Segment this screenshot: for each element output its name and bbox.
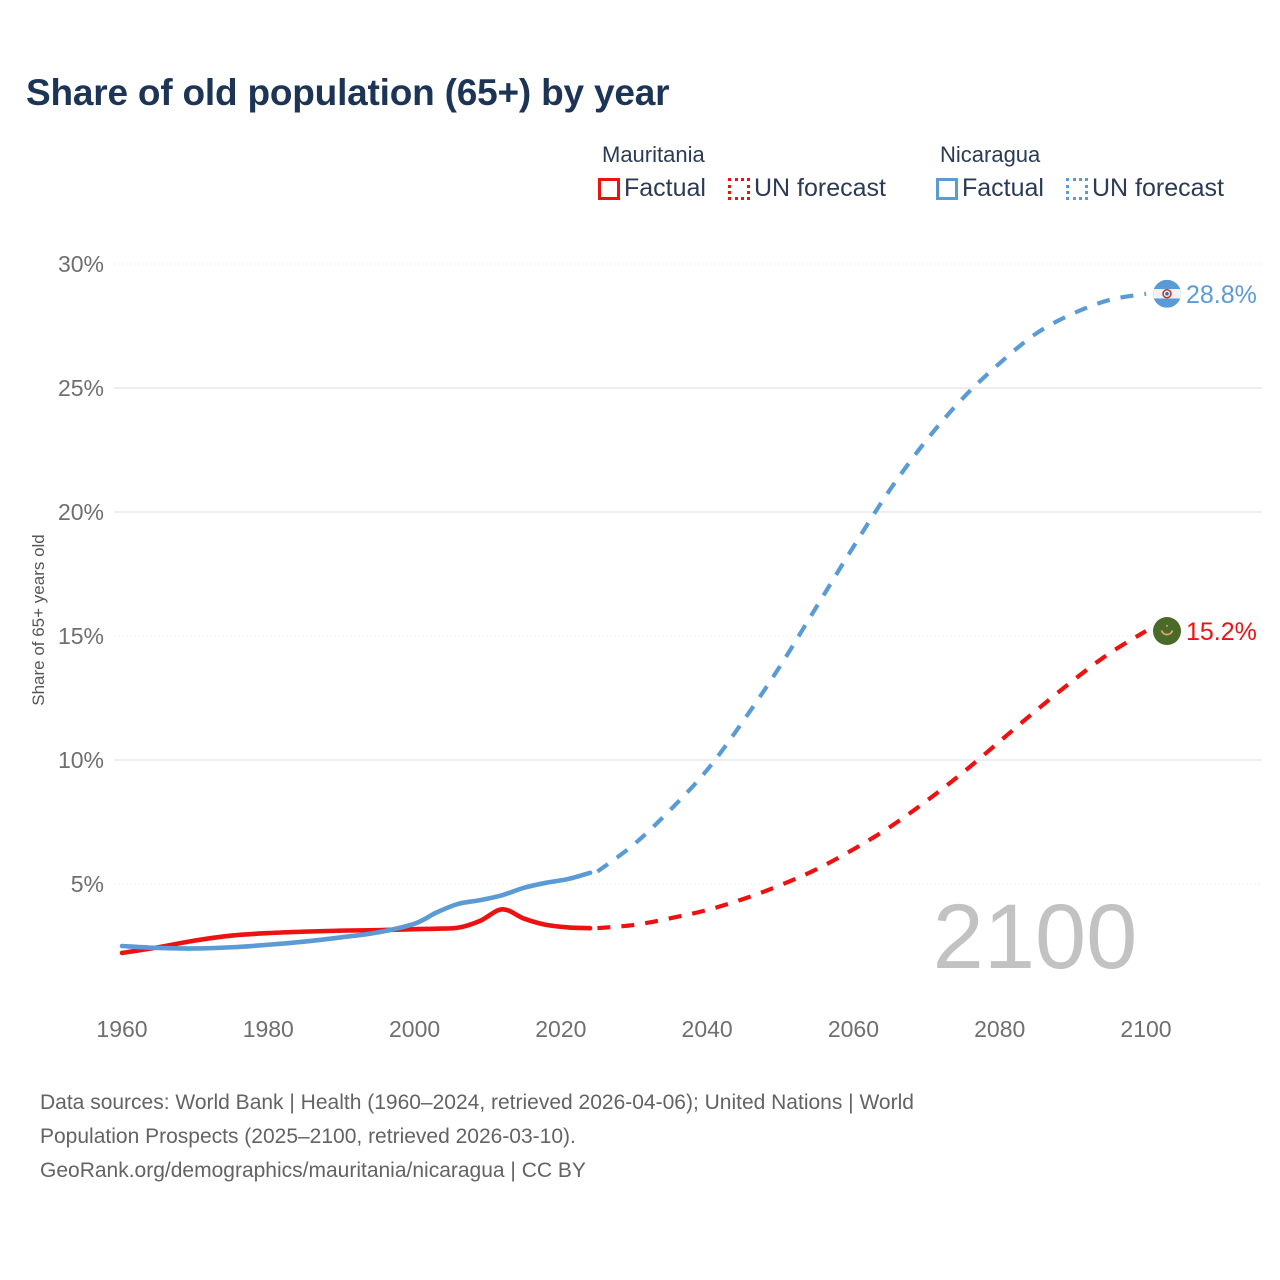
x-tick-label: 2020 <box>535 1016 586 1042</box>
legend-label-mauritania-forecast: UN forecast <box>753 174 886 202</box>
year-watermark: 2100 <box>933 886 1138 988</box>
legend-item-mauritania-forecast[interactable]: UN forecast <box>727 174 886 203</box>
y-tick-label: 30% <box>58 251 104 277</box>
legend-item-nicaragua-forecast[interactable]: UN forecast <box>1065 174 1224 203</box>
y-tick-label: 25% <box>58 375 104 401</box>
chart-footer: Data sources: World Bank | Health (1960–… <box>40 1086 1170 1188</box>
legend-label-nicaragua-factual: Factual <box>962 174 1044 202</box>
legend-item-mauritania-factual[interactable]: Factual <box>598 174 706 203</box>
legend-group-nicaragua: Nicaragua Factual UN forecast <box>936 142 1246 203</box>
line-chart: 5% 10% 15% 20% 25% 30% 1960 1980 2000 2020 2040 20… <box>29 251 1262 1042</box>
series-line-nicaragua-factual <box>119 870 593 951</box>
x-tick-label: 2060 <box>828 1016 879 1042</box>
footer-line-sources-2: Population Prospects (2025–2100, retriev… <box>40 1125 576 1148</box>
y-tick-label: 20% <box>58 499 104 525</box>
legend-swatch-dotted-icon <box>727 177 750 200</box>
legend-items-mauritania: Factual UN forecast <box>598 174 936 203</box>
x-tick-label: 2000 <box>389 1016 440 1042</box>
series-line-mauritania-forecast <box>597 629 1148 931</box>
x-tick-label: 2080 <box>974 1016 1025 1042</box>
legend-label-nicaragua-forecast: UN forecast <box>1091 174 1224 202</box>
legend-item-nicaragua-factual[interactable]: Factual <box>936 174 1044 203</box>
chart-series <box>119 291 1148 956</box>
legend-swatch-solid-icon <box>598 177 620 200</box>
page-title: Share of old population (65+) by year <box>26 72 670 113</box>
x-tick-label: 2100 <box>1120 1016 1171 1042</box>
y-tick-label: 10% <box>58 747 104 773</box>
legend-label-mauritania-factual: Factual <box>624 174 706 202</box>
chart-gridlines <box>114 263 1262 885</box>
series-line-mauritania-factual <box>119 907 593 956</box>
legend-items-nicaragua: Factual UN forecast <box>936 174 1246 203</box>
footer-line-attribution: GeoRank.org/demographics/mauritania/nica… <box>40 1159 586 1182</box>
chart-endpoint-markers: 15.2% 28.8% <box>1153 279 1257 646</box>
chart-legend: Mauritania Factual UN forecast Nicaragua… <box>598 142 1246 203</box>
y-axis-title: Share of 65+ years old <box>29 534 48 706</box>
nicaragua-flag-icon <box>1153 279 1181 308</box>
legend-country-nicaragua: Nicaragua <box>940 142 1041 167</box>
mauritania-flag-icon <box>1153 617 1181 646</box>
legend-swatch-dotted-icon <box>1065 177 1088 200</box>
legend-country-mauritania: Mauritania <box>602 142 705 167</box>
legend-group-mauritania: Mauritania Factual UN forecast <box>598 142 936 203</box>
series-line-nicaragua-forecast <box>596 291 1147 874</box>
endpoint-value-label-mauritania: 15.2% <box>1186 618 1257 646</box>
footer-line-sources-1: Data sources: World Bank | Health (1960–… <box>40 1091 914 1114</box>
x-tick-label: 1980 <box>243 1016 294 1042</box>
x-tick-label: 2040 <box>682 1016 733 1042</box>
legend-swatch-solid-icon <box>936 177 958 200</box>
y-tick-label: 5% <box>71 871 104 897</box>
endpoint-value-label-nicaragua: 28.8% <box>1186 281 1257 309</box>
y-tick-label: 15% <box>58 623 104 649</box>
y-axis-tick-labels: 5% 10% 15% 20% 25% 30% <box>58 251 104 897</box>
x-tick-label: 1960 <box>96 1016 147 1042</box>
x-axis-tick-labels: 1960 1980 2000 2020 2040 2060 2080 2100 <box>96 1016 1171 1042</box>
